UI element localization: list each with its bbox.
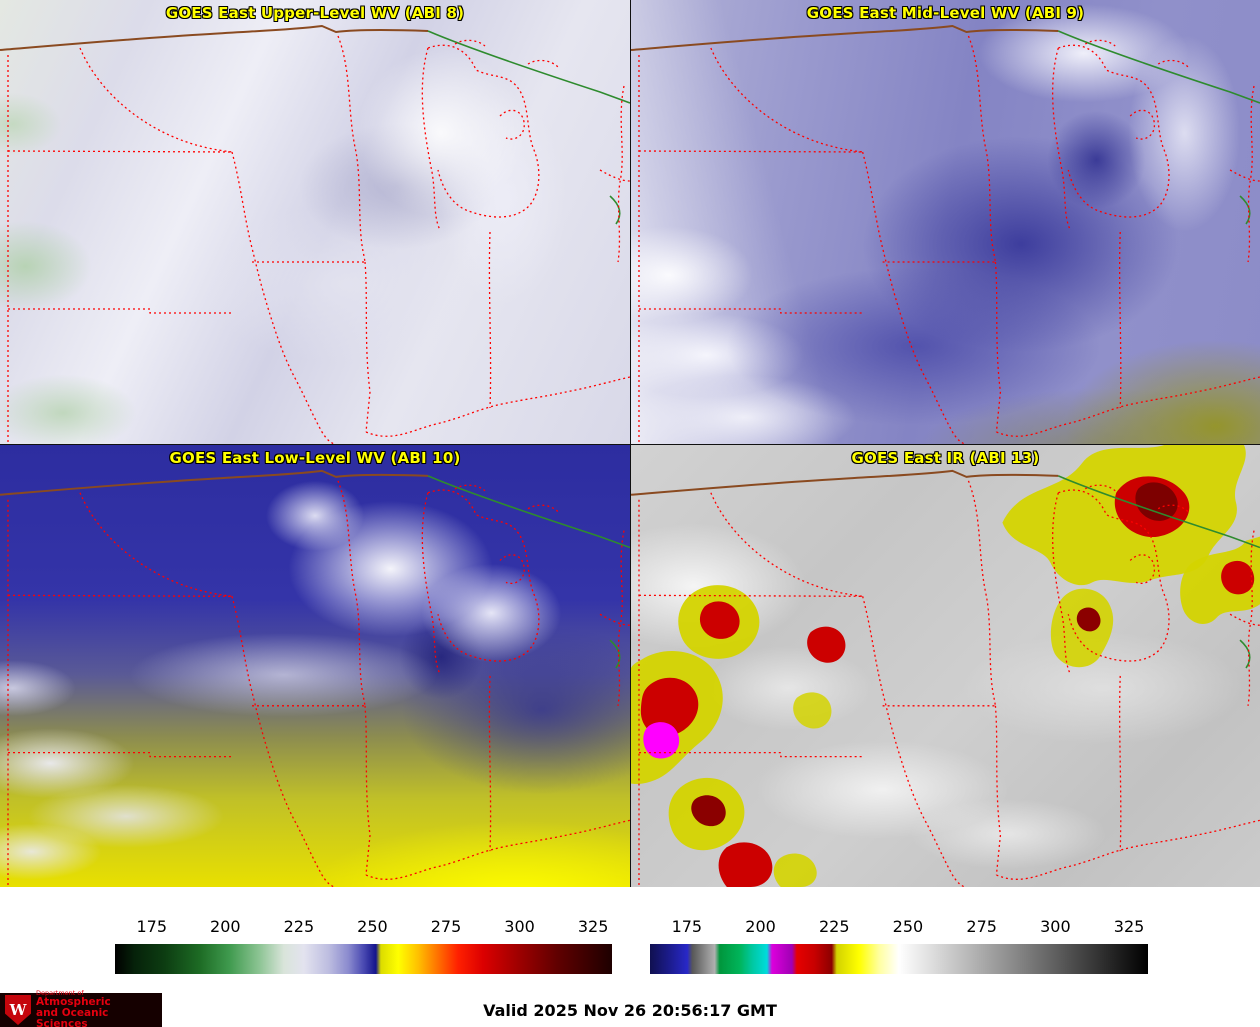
panel-title-abi10: GOES East Low-Level WV (ABI 10) — [169, 449, 461, 467]
footer: 175 200 225 250 275 300 325 175 200 225 … — [0, 887, 1260, 1027]
panel-upper-level-wv: GOES East Upper-Level WV (ABI 8) — [0, 0, 630, 444]
tick-label: 250 — [357, 917, 388, 936]
wv-colorbar — [115, 944, 612, 974]
satellite-image-grid: GOES East Upper-Level WV (ABI 8) GOES Ea… — [0, 0, 1260, 887]
tick-label: 175 — [136, 917, 168, 936]
tick-label: 175 — [671, 917, 703, 936]
valid-timestamp: Valid 2025 Nov 26 20:56:17 GMT — [483, 1001, 777, 1020]
ir-colorbar-ticks: 175 200 225 250 275 300 325 — [650, 917, 1148, 939]
aos-logo-text: Department of Atmospheric and Oceanic Sc… — [36, 990, 157, 1027]
tick-label: 300 — [1040, 917, 1071, 936]
tick-label: 325 — [577, 917, 609, 936]
wv-colorbar-ticks: 175 200 225 250 275 300 325 — [115, 917, 612, 939]
tick-label: 225 — [283, 917, 315, 936]
tick-label: 250 — [892, 917, 924, 936]
ir-colorbar-block: 175 200 225 250 275 300 325 — [650, 917, 1148, 977]
panel-title-abi13: GOES East IR (ABI 13) — [851, 449, 1040, 467]
tick-label: 275 — [966, 917, 997, 936]
wv-colorbar-block: 175 200 225 250 275 300 325 — [115, 917, 612, 977]
logo-line-oceanic: and Oceanic Sciences — [36, 1006, 109, 1027]
panel-ir: GOES East IR (ABI 13) — [630, 444, 1260, 887]
tick-label: 300 — [504, 917, 535, 936]
tick-label: 225 — [818, 917, 850, 936]
state-boundaries-overlay — [0, 469, 630, 887]
tick-label: 325 — [1113, 917, 1145, 936]
logo-line-atmospheric: Atmospheric — [36, 995, 111, 1008]
panel-title-abi9: GOES East Mid-Level WV (ABI 9) — [806, 4, 1085, 22]
tick-label: 275 — [430, 917, 462, 936]
aos-department-logo: W Department of Atmospheric and Oceanic … — [0, 990, 162, 1027]
ir-colorbar — [650, 944, 1148, 974]
tick-label: 200 — [745, 917, 776, 936]
tick-label: 200 — [210, 917, 241, 936]
state-boundaries-overlay — [0, 25, 630, 444]
panel-mid-level-wv: GOES East Mid-Level WV (ABI 9) — [630, 0, 1260, 444]
logo-dept-prefix: Department of — [36, 989, 84, 998]
state-boundaries-overlay — [631, 25, 1260, 444]
state-boundaries-overlay — [631, 469, 1260, 887]
panel-low-level-wv: GOES East Low-Level WV (ABI 10) — [0, 444, 630, 887]
panel-title-abi8: GOES East Upper-Level WV (ABI 8) — [165, 4, 465, 22]
